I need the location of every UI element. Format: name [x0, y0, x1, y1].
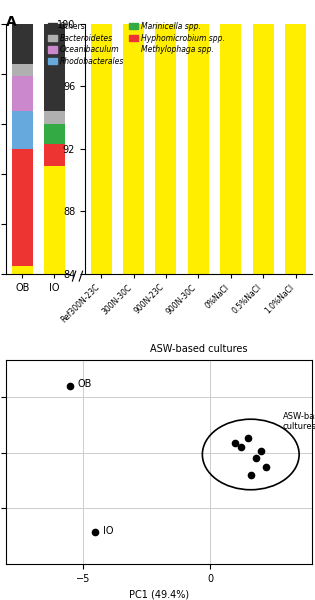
Bar	[12, 64, 33, 76]
Text: IO: IO	[103, 526, 113, 536]
Bar	[44, 124, 65, 144]
Bar	[12, 76, 33, 112]
X-axis label: PC1 (49.4%): PC1 (49.4%)	[129, 589, 189, 599]
Bar	[12, 24, 33, 64]
Bar	[12, 112, 33, 149]
Bar	[253, 0, 274, 274]
Bar	[12, 149, 33, 266]
Text: A: A	[6, 15, 17, 29]
Bar	[123, 0, 144, 274]
Bar	[155, 0, 176, 274]
Bar	[44, 144, 65, 166]
Text: ASW-based
cultures: ASW-based cultures	[283, 412, 315, 431]
Text: OB: OB	[77, 379, 92, 389]
Bar	[44, 24, 65, 112]
Bar	[220, 0, 241, 274]
Bar	[188, 0, 209, 274]
Bar	[12, 266, 33, 274]
Legend: Others, Bacteroidetes, Oceanibaculum, Rhodobacterales, Marinicella spp., Hyphomi: Others, Bacteroidetes, Oceanibaculum, Rh…	[45, 19, 228, 69]
Bar	[90, 0, 112, 274]
Bar	[285, 0, 306, 274]
X-axis label: ASW-based cultures: ASW-based cultures	[150, 344, 247, 354]
Bar	[44, 112, 65, 124]
Bar	[44, 166, 65, 274]
